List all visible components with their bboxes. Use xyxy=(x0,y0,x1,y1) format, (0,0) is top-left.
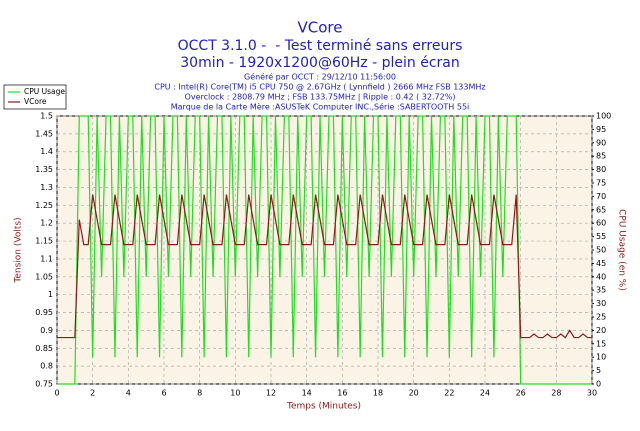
y2-tick-label: 90 xyxy=(596,138,606,147)
line xyxy=(57,115,592,385)
y-tick-label: 0.9 xyxy=(40,326,53,335)
plot-area xyxy=(56,115,593,385)
y2-tick-label: 95 xyxy=(596,125,606,134)
legend-label: VCore xyxy=(24,97,47,106)
y2-tick-label: 45 xyxy=(596,259,606,268)
y-tick-label: 1.4 xyxy=(40,147,53,156)
y-tick-label: 1.3 xyxy=(40,183,53,192)
x-tick-label: 26 xyxy=(516,389,526,398)
x-tick-label: 14 xyxy=(302,389,312,398)
x-tick-label: 30 xyxy=(587,389,597,398)
x-tick-label: 20 xyxy=(409,389,419,398)
info: CPU : Intel(R) Core(TM) i5 CPU 750 @ 2.6… xyxy=(154,83,485,92)
y2-tick-label: 80 xyxy=(596,165,606,174)
y2-tick-label: 30 xyxy=(596,299,606,308)
y2-tick-label: 100 xyxy=(596,112,611,121)
y-tick-label: 1.15 xyxy=(35,237,53,246)
y2-tick-label: 85 xyxy=(596,152,606,161)
y2-tick-label: 10 xyxy=(596,353,606,362)
x-tick-label: 18 xyxy=(373,389,383,398)
line xyxy=(57,194,592,339)
y-tick-label: 0.75 xyxy=(35,380,53,389)
y2-tick-label: 25 xyxy=(596,313,606,322)
y2-tick-label: 40 xyxy=(596,272,606,281)
y2-tick-label: 65 xyxy=(596,205,606,214)
info: Généré par OCCT : 29/12/10 11:56:00 xyxy=(244,72,396,82)
y2-tick-label: 60 xyxy=(596,219,606,228)
y-tick-label: 1 xyxy=(48,290,53,299)
x-tick-label: 24 xyxy=(480,389,490,398)
legend-label: CPU Usage xyxy=(24,87,65,96)
y2-tick-label: 0 xyxy=(596,380,601,389)
y-tick-label: 0.95 xyxy=(35,308,53,317)
x-axis-label: Temps (Minutes) xyxy=(286,402,361,412)
y-tick-label: 1.05 xyxy=(35,272,53,281)
x-tick-label: 8 xyxy=(197,389,202,398)
x-tick-label: 16 xyxy=(337,389,347,398)
subtitle: OCCT 3.1.0 - - Test terminé sans erreurs xyxy=(178,38,463,54)
y2-tick-label: 75 xyxy=(596,179,606,188)
y2-tick-label: 35 xyxy=(596,286,606,295)
y-tick-label: 0.85 xyxy=(35,344,53,353)
y-tick-label: 1.25 xyxy=(35,201,53,210)
y2-tick-label: 50 xyxy=(596,246,606,255)
info: Marque de la Carte Mère :ASUSTeK Compute… xyxy=(171,102,470,112)
x-tick-label: 28 xyxy=(551,389,561,398)
y-axis-label: Tension (Volts) xyxy=(14,217,24,283)
y-tick-label: 1.1 xyxy=(40,254,53,263)
info: Overclock : 2808.79 MHz ; FSB 133.75MHz … xyxy=(185,93,456,102)
y-tick-label: 1.35 xyxy=(35,165,53,174)
y2-tick-label: 5 xyxy=(596,366,601,375)
y-tick-label: 0.8 xyxy=(40,362,53,371)
x-tick-label: 22 xyxy=(444,389,454,398)
x-tick-label: 0 xyxy=(54,389,59,398)
y-tick-label: 1.2 xyxy=(40,219,53,228)
x-tick-label: 2 xyxy=(90,389,95,398)
x-tick-label: 12 xyxy=(266,389,276,398)
x-tick-label: 6 xyxy=(161,389,166,398)
y2-tick-label: 20 xyxy=(596,326,606,335)
y2-axis-label: CPU Usage (en %) xyxy=(617,209,627,291)
y2-tick-label: 55 xyxy=(596,232,606,241)
y-tick-label: 1.45 xyxy=(35,129,53,138)
x-tick-label: 4 xyxy=(126,389,131,398)
chart-title: VCore xyxy=(298,19,343,37)
y-tick-label: 1.5 xyxy=(40,112,53,121)
y2-tick-label: 15 xyxy=(596,339,606,348)
legend xyxy=(3,84,67,110)
x-tick-label: 10 xyxy=(230,389,240,398)
y2-tick-label: 70 xyxy=(596,192,606,201)
subtitle: 30min - 1920x1200@60Hz - plein écran xyxy=(180,55,459,71)
